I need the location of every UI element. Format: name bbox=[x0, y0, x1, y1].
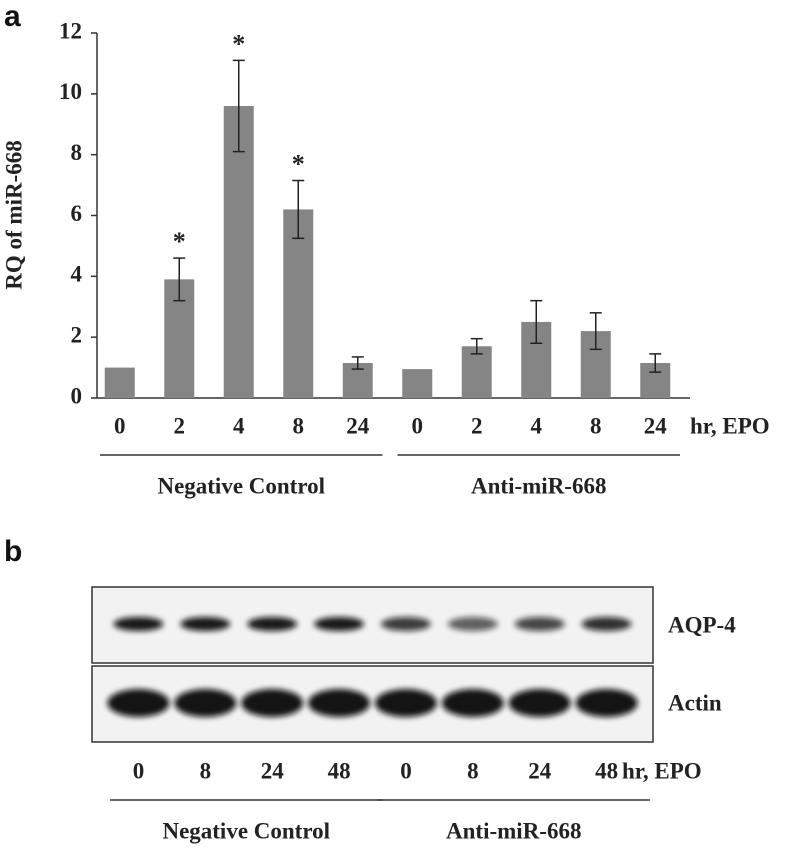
y-tick-label: 0 bbox=[71, 383, 83, 408]
lane-label: 24 bbox=[261, 758, 285, 783]
panel-label: b bbox=[4, 535, 22, 568]
x-tick-label: 4 bbox=[531, 413, 543, 438]
band bbox=[508, 689, 571, 717]
row-label: AQP-4 bbox=[668, 612, 736, 637]
band bbox=[308, 689, 371, 717]
band bbox=[575, 689, 638, 717]
band bbox=[447, 617, 498, 631]
lane-label: 0 bbox=[400, 758, 412, 783]
x-tick-label: 4 bbox=[233, 413, 245, 438]
y-tick-label: 12 bbox=[59, 18, 82, 43]
group-label: Negative Control bbox=[157, 473, 325, 498]
x-tick-label: 24 bbox=[346, 413, 370, 438]
x-tick-label: 0 bbox=[114, 413, 126, 438]
band bbox=[374, 689, 437, 717]
lane-label: 0 bbox=[133, 758, 145, 783]
x-unit: hr, EPO bbox=[622, 758, 702, 783]
bar bbox=[283, 209, 314, 398]
bar bbox=[223, 106, 254, 398]
significance-marker: * bbox=[173, 227, 186, 256]
group-label: Anti-miR-668 bbox=[471, 473, 606, 498]
lane-label: 8 bbox=[200, 758, 212, 783]
x-tick-label: 2 bbox=[174, 413, 186, 438]
band bbox=[314, 617, 365, 631]
lane-label: 24 bbox=[528, 758, 552, 783]
lane-label: 48 bbox=[328, 758, 351, 783]
significance-marker: * bbox=[292, 149, 305, 178]
y-tick-label: 2 bbox=[71, 322, 83, 347]
x-tick-label: 8 bbox=[590, 413, 602, 438]
band bbox=[180, 617, 231, 631]
y-tick-label: 8 bbox=[71, 140, 83, 165]
lane-label: 48 bbox=[595, 758, 618, 783]
band bbox=[441, 689, 504, 717]
blot-frame bbox=[91, 586, 654, 664]
band bbox=[380, 617, 431, 631]
band bbox=[107, 689, 170, 717]
band bbox=[581, 617, 632, 631]
bar bbox=[402, 369, 433, 398]
group-label: Anti-miR-668 bbox=[446, 818, 581, 843]
row-label: Actin bbox=[668, 690, 722, 715]
x-tick-label: 2 bbox=[471, 413, 483, 438]
band bbox=[174, 689, 237, 717]
bar bbox=[461, 346, 492, 398]
x-tick-label: 24 bbox=[644, 413, 668, 438]
x-tick-label: 0 bbox=[412, 413, 424, 438]
lane-label: 8 bbox=[467, 758, 479, 783]
x-tick-label: 8 bbox=[293, 413, 305, 438]
x-unit: hr, EPO bbox=[690, 413, 770, 438]
band bbox=[514, 617, 565, 631]
y-tick-label: 10 bbox=[59, 79, 82, 104]
group-label: Negative Control bbox=[162, 818, 330, 843]
band bbox=[241, 689, 304, 717]
band bbox=[247, 617, 298, 631]
y-tick-label: 6 bbox=[71, 201, 83, 226]
y-axis-label: RQ of miR-668 bbox=[1, 140, 26, 289]
y-tick-label: 4 bbox=[71, 262, 83, 287]
panel-label: a bbox=[4, 0, 21, 33]
significance-marker: * bbox=[232, 29, 245, 58]
band bbox=[113, 617, 164, 631]
bar bbox=[104, 367, 135, 398]
